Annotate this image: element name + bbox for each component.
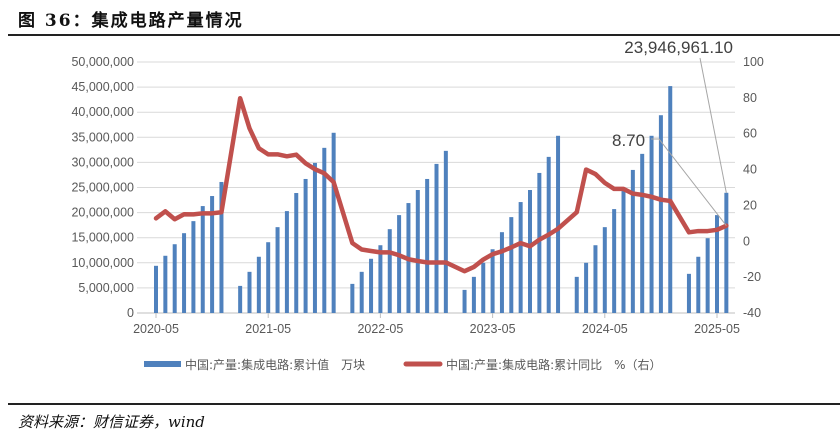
bar <box>350 283 355 313</box>
bar <box>574 276 579 313</box>
bar <box>612 209 617 313</box>
left-axis-tick: 25,000,000 <box>71 181 134 195</box>
right-axis-tick: 60 <box>743 127 757 141</box>
bar <box>658 115 663 313</box>
bar <box>238 285 243 313</box>
bar <box>621 191 626 313</box>
bar <box>200 206 205 313</box>
bar <box>312 162 317 313</box>
x-axis-tick-label: 2024-05 <box>582 322 628 336</box>
figure-title: 图 36：集成电路产量情况 <box>18 11 244 31</box>
left-axis-tick: 40,000,000 <box>71 105 134 119</box>
left-axis-tick: 30,000,000 <box>71 155 134 169</box>
bar <box>481 262 486 313</box>
bar <box>397 215 402 313</box>
bar <box>640 153 645 313</box>
line-annotation-leader <box>651 138 727 226</box>
bar <box>509 217 514 313</box>
bar <box>182 233 187 313</box>
bar <box>630 169 635 313</box>
bar <box>584 262 589 313</box>
x-axis-tick-label: 2020-05 <box>133 322 179 336</box>
x-axis-tick-label: 2025-05 <box>694 322 740 336</box>
bar <box>434 163 439 313</box>
bar <box>443 150 448 313</box>
bar-last-value-label: 23,946,961.10 <box>624 38 733 57</box>
x-axis-tick-label: 2022-05 <box>357 322 403 336</box>
bar <box>528 190 532 313</box>
left-axis-tick: 0 <box>127 306 134 320</box>
title-rule <box>8 34 840 36</box>
bar <box>649 135 654 313</box>
source-rule <box>8 403 840 405</box>
bar <box>172 244 177 313</box>
bar <box>256 256 261 313</box>
legend-bar-label: 中国:产量:集成电路:累计值 万块 <box>185 357 365 372</box>
right-axis-tick: 0 <box>743 234 750 248</box>
left-axis-tick: 50,000,000 <box>71 55 134 69</box>
right-axis-tick: 100 <box>743 55 764 69</box>
bar <box>705 238 710 313</box>
bar <box>359 271 364 313</box>
bar <box>247 271 252 313</box>
bar <box>724 192 729 313</box>
bar <box>191 221 196 313</box>
legend-bar-swatch <box>144 361 181 367</box>
x-axis-tick-label: 2023-05 <box>470 322 516 336</box>
legend-line-label: 中国:产量:集成电路:累计同比 %（右） <box>446 357 662 372</box>
yoy-line <box>153 95 729 274</box>
bar <box>284 211 289 313</box>
bar <box>266 242 271 313</box>
line-last-value-label: 8.70 <box>612 131 645 150</box>
bar <box>715 215 719 313</box>
bar <box>331 132 336 313</box>
left-axis-tick: 5,000,000 <box>78 281 134 295</box>
bar <box>294 193 299 313</box>
right-axis-tick: 20 <box>743 198 757 212</box>
right-axis-tick: 80 <box>743 91 757 105</box>
bar <box>378 245 383 313</box>
bar <box>369 258 374 313</box>
bar <box>210 196 215 313</box>
x-axis-tick-label: 2021-05 <box>245 322 291 336</box>
bar <box>537 172 542 313</box>
left-axis-tick: 20,000,000 <box>71 206 134 220</box>
left-axis-tick: 15,000,000 <box>71 231 134 245</box>
left-axis-tick: 35,000,000 <box>71 130 134 144</box>
left-axis-tick: 10,000,000 <box>71 256 134 270</box>
bar <box>471 276 476 313</box>
bar <box>490 249 495 313</box>
bar <box>462 289 467 313</box>
bar <box>275 227 280 313</box>
bar <box>696 256 701 313</box>
bar-annotation-leader <box>699 57 727 193</box>
right-axis-tick: -40 <box>743 306 761 320</box>
bar <box>163 255 168 313</box>
bar <box>686 273 691 313</box>
source-note: 资料来源：财信证券，wind <box>18 413 205 431</box>
right-axis-tick: -20 <box>743 270 761 284</box>
bar <box>154 265 158 313</box>
bar <box>322 147 327 313</box>
bar <box>303 178 308 313</box>
bar <box>593 245 598 313</box>
bar <box>387 229 392 313</box>
bar <box>219 181 224 313</box>
bar <box>499 232 504 313</box>
left-axis-tick: 45,000,000 <box>71 80 134 94</box>
bar <box>602 227 607 313</box>
right-axis-tick: 40 <box>743 163 757 177</box>
bar <box>415 190 420 313</box>
bar <box>518 202 523 313</box>
bar <box>556 135 561 313</box>
bar <box>425 178 430 313</box>
